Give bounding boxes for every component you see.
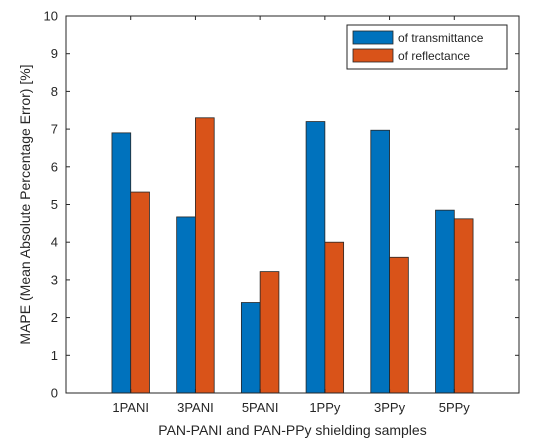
- bar-3PANI-reflectance: [195, 117, 215, 394]
- y-tick-label: 9: [51, 46, 58, 61]
- bar-1PPy-transmittance: [305, 121, 326, 394]
- y-tick-label: 1: [51, 348, 58, 363]
- y-tick-label: 3: [51, 272, 58, 287]
- y-tick-label: 10: [44, 9, 58, 24]
- y-axis: 0 1 2 3 4 5 6 7 8 9 10: [44, 9, 519, 401]
- x-tick-label: 5PANI: [242, 400, 279, 415]
- y-tick-label: 7: [51, 122, 58, 137]
- x-tick-label: 1PPy: [309, 400, 341, 415]
- bar-1PANI-reflectance: [130, 191, 150, 394]
- y-tick-label: 8: [51, 84, 58, 99]
- bar-1PANI-transmittance: [111, 132, 132, 394]
- y-tick-label: 0: [51, 386, 58, 401]
- y-tick-label: 6: [51, 159, 58, 174]
- legend-label-transmittance: of transmittance: [398, 31, 484, 45]
- y-axis-label: MAPE (Mean Absolute Percentage Error) [%…: [17, 64, 33, 344]
- x-tick-label: 5PPy: [439, 400, 471, 415]
- bar-5PANI-transmittance: [240, 302, 261, 394]
- legend: of transmittance of reflectance: [346, 24, 508, 70]
- x-axis: 1PANI 3PANI 5PANI 1PPy 3PPy 5PPy: [112, 16, 470, 415]
- y-tick-label: 4: [51, 235, 58, 250]
- x-tick-label: 1PANI: [112, 400, 149, 415]
- bar-3PPy-transmittance: [370, 129, 390, 394]
- bar-3PANI-transmittance: [176, 216, 196, 394]
- bar-5PPy-transmittance: [435, 209, 455, 394]
- bar-5PANI-reflectance: [259, 271, 280, 394]
- y-tick-label: 5: [51, 197, 58, 212]
- bars-group: [111, 117, 474, 394]
- x-axis-label: PAN-PANI and PAN-PPy shielding samples: [158, 422, 426, 438]
- x-tick-label: 3PANI: [177, 400, 214, 415]
- legend-swatch-reflectance: [352, 48, 394, 63]
- bar-3PPy-reflectance: [389, 256, 409, 394]
- x-tick-label: 3PPy: [374, 400, 406, 415]
- bar-1PPy-reflectance: [324, 241, 345, 394]
- legend-label-reflectance: of reflectance: [398, 49, 470, 63]
- y-tick-label: 2: [51, 310, 58, 325]
- legend-swatch-transmittance: [352, 30, 394, 45]
- bar-5PPy-reflectance: [453, 218, 474, 394]
